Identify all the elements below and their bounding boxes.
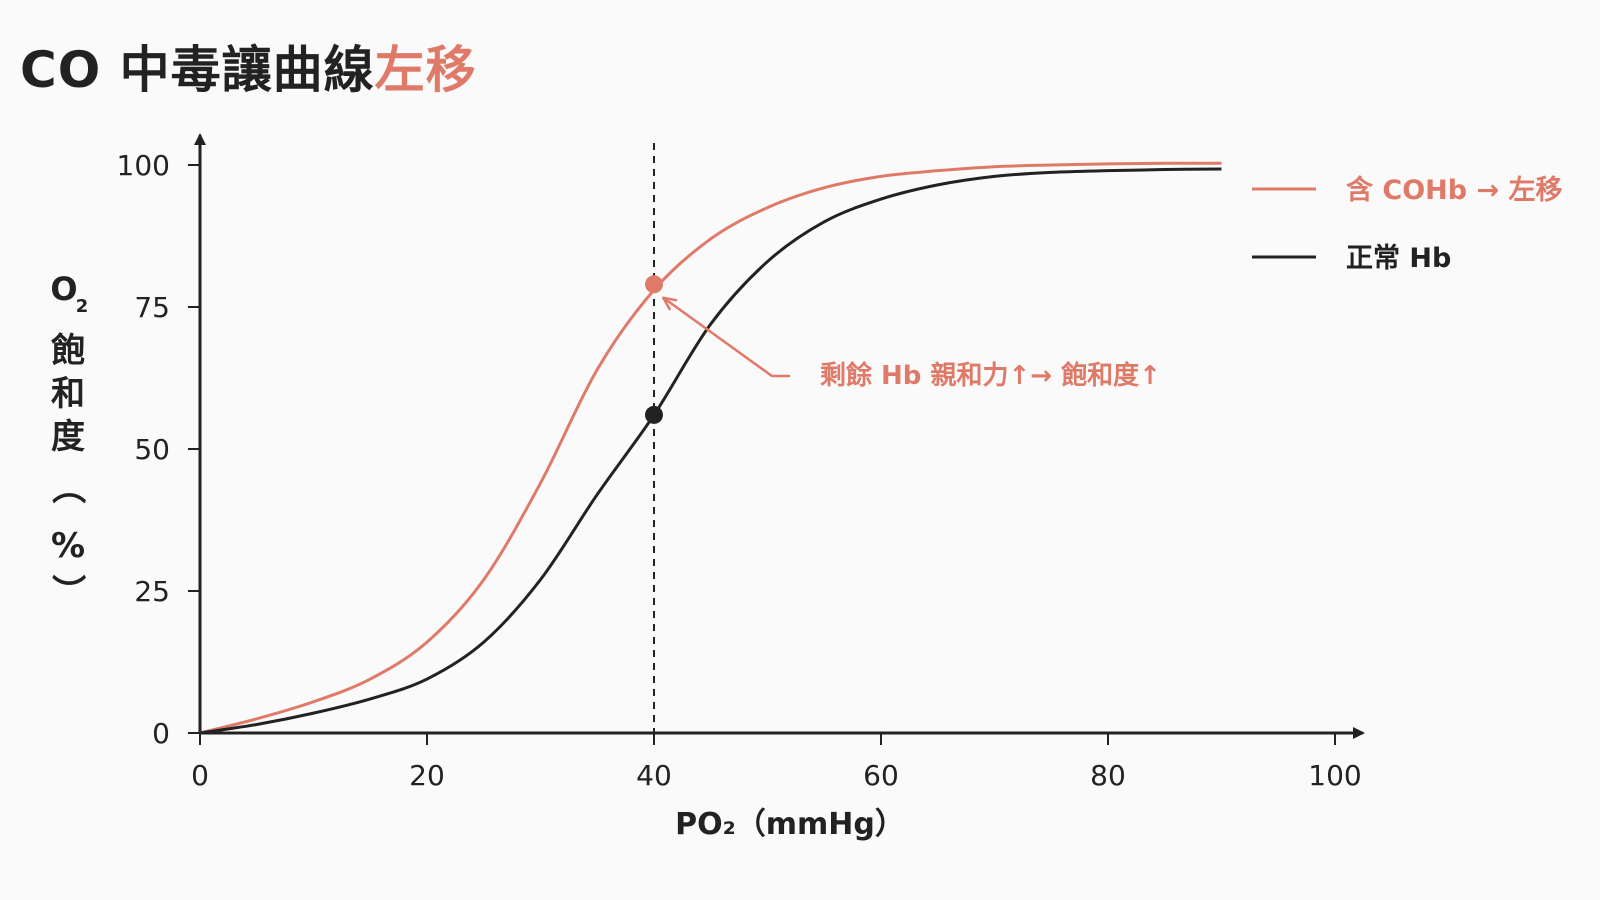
y-tick-label: 25 bbox=[134, 575, 170, 608]
x-tick-label: 40 bbox=[636, 759, 672, 792]
y-axis-label-char: 度 bbox=[51, 417, 85, 457]
series-line-cohb bbox=[199, 161, 1222, 735]
annotation-text: 剩餘 Hb 親和力↑→ 飽和度↑ bbox=[820, 360, 1161, 391]
x-axis-label: PO₂（mmHg） bbox=[675, 807, 905, 842]
y-axis-label-unit: % bbox=[51, 526, 85, 566]
y-axis-label-o: O bbox=[50, 270, 77, 308]
y-tick-label: 50 bbox=[134, 433, 170, 466]
legend-label: 含 COHb → 左移 bbox=[1346, 174, 1563, 206]
x-tick-label: 20 bbox=[409, 759, 445, 792]
page-title: CO 中毒讓曲線左移 bbox=[20, 30, 477, 102]
series-line-normal bbox=[199, 167, 1222, 735]
x-tick-label: 60 bbox=[863, 759, 899, 792]
x-tick-label: 80 bbox=[1090, 759, 1126, 792]
y-tick-label: 0 bbox=[152, 717, 170, 750]
legend-label: 正常 Hb bbox=[1346, 243, 1451, 274]
data-point bbox=[645, 405, 663, 424]
y-axis-label: O2 飽和度 （% ） bbox=[47, 270, 88, 608]
annotation-arrow bbox=[664, 298, 790, 378]
page-title-accent: 左移 bbox=[374, 41, 477, 99]
y-ticks: 0 25 50 75 100 bbox=[117, 149, 200, 750]
page-title-main: CO 中毒讓曲線 bbox=[20, 41, 375, 99]
y-axis-label-char: 和 bbox=[51, 374, 85, 414]
y-axis-label-sub: 2 bbox=[76, 296, 89, 317]
y-tick-label: 75 bbox=[134, 291, 170, 324]
data-point bbox=[645, 275, 663, 294]
x-tick-label: 0 bbox=[191, 759, 209, 792]
y-axis-label-paren-open: （ bbox=[47, 470, 87, 504]
x-tick-label: 100 bbox=[1308, 759, 1361, 792]
y-axis-label-paren-close: ） bbox=[47, 574, 87, 608]
highlight-points bbox=[645, 275, 663, 424]
y-axis-label-char: 飽 bbox=[51, 331, 85, 371]
y-tick-label: 100 bbox=[117, 149, 170, 182]
x-ticks: 0 20 40 60 80 100 bbox=[191, 733, 1362, 792]
